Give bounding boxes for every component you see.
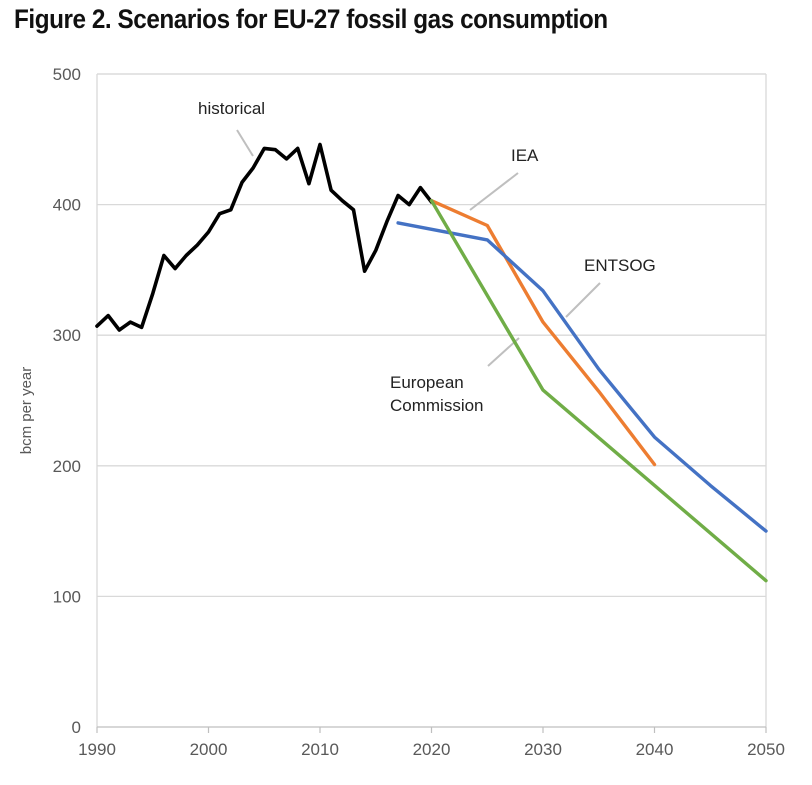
annotation-entsog: ENTSOG xyxy=(584,256,656,275)
y-tick-label: 100 xyxy=(53,587,81,606)
x-tick-label: 1990 xyxy=(78,740,116,759)
annotation-historical: historical xyxy=(198,99,265,118)
x-tick-label: 2010 xyxy=(301,740,339,759)
x-tick-label: 2030 xyxy=(524,740,562,759)
x-tick-label: 2000 xyxy=(190,740,228,759)
y-tick-label: 500 xyxy=(53,65,81,84)
series-line-european-commission xyxy=(429,198,768,583)
y-tick-label: 200 xyxy=(53,457,81,476)
annotation-leader xyxy=(236,129,254,157)
series-line-iea xyxy=(429,198,657,467)
annotation-leader xyxy=(469,172,519,211)
chart-title: Figure 2. Scenarios for EU-27 fossil gas… xyxy=(14,4,608,34)
annotation-leader xyxy=(565,282,601,318)
annotation-european-commission: European Commission xyxy=(390,373,484,415)
y-tick-label: 0 xyxy=(72,718,81,737)
annotation-iea: IEA xyxy=(511,146,539,165)
y-tick-label: 300 xyxy=(53,326,81,345)
y-tick-label: 400 xyxy=(53,196,81,215)
y-axis-title: bcm per year xyxy=(18,367,35,455)
x-tick-label: 2050 xyxy=(747,740,785,759)
x-tick-label: 2020 xyxy=(413,740,451,759)
x-tick-label: 2040 xyxy=(636,740,674,759)
series-line-entsog xyxy=(396,221,768,533)
series-line-historical xyxy=(95,142,434,332)
